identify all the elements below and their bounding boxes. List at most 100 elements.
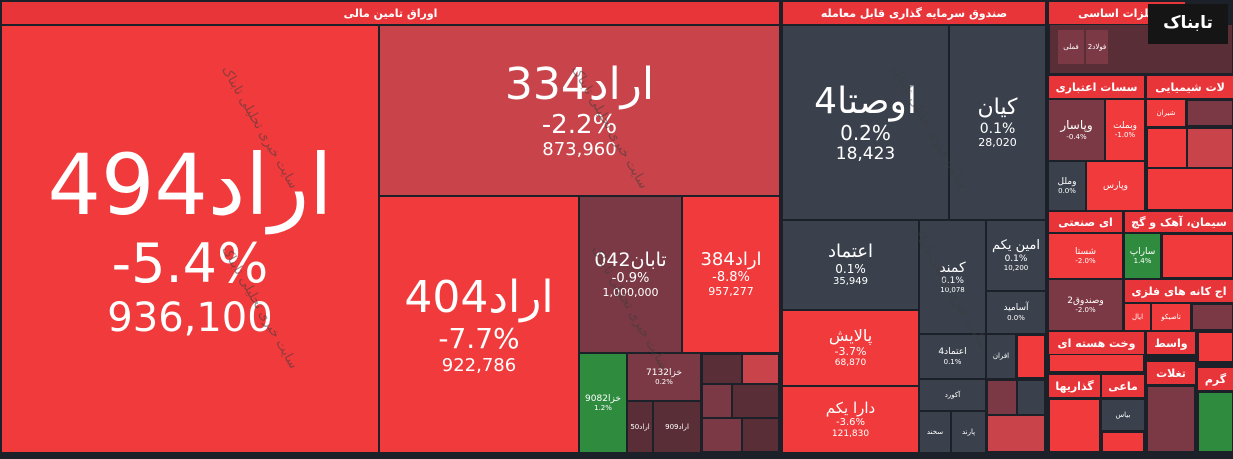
tile[interactable] [702, 418, 742, 452]
tile[interactable]: بیاس [1102, 400, 1144, 430]
tile[interactable]: اراد404 -7.7% 922,786 [380, 197, 578, 452]
tile[interactable]: وصندوق2 -2.0% [1049, 280, 1122, 330]
volume: 922,786 [441, 354, 517, 376]
tile[interactable] [1198, 392, 1233, 452]
tile[interactable] [1198, 332, 1233, 362]
tile[interactable]: کیان 0.1% 28,020 [950, 26, 1045, 219]
tile[interactable] [1102, 432, 1144, 452]
symbol: بیاس [1115, 410, 1131, 419]
tile[interactable] [1147, 386, 1195, 452]
sector-header[interactable]: گرم [1198, 368, 1233, 390]
tile[interactable]: ساراپ 1.4% [1125, 234, 1160, 278]
tile[interactable]: فولاد2 [1086, 30, 1108, 64]
sector-header[interactable]: واسط [1147, 332, 1195, 354]
sector-header[interactable]: ای صنعتی [1049, 212, 1122, 232]
tile[interactable] [1049, 399, 1100, 452]
tile[interactable]: پالایش -3.7% 68,870 [783, 311, 918, 385]
sector-header[interactable]: سیمان، آهک و گچ [1125, 212, 1233, 232]
sector-header[interactable]: تغلات [1147, 362, 1195, 384]
tile[interactable]: آسامید 0.0% [987, 292, 1045, 333]
tile[interactable]: وپارس [1087, 162, 1144, 210]
tile[interactable] [742, 418, 779, 452]
change: -5.4% [111, 232, 269, 296]
volume: 35,949 [833, 276, 868, 288]
sector-header[interactable]: لات شیمیایی [1147, 76, 1233, 98]
symbol: آسامید [1003, 303, 1029, 314]
tile[interactable]: دارا یکم -3.6% 121,830 [783, 387, 918, 452]
tile[interactable]: پارند [952, 412, 985, 452]
volume: 10,200 [1003, 264, 1029, 273]
tile[interactable]: اراد50 [628, 402, 652, 452]
tile[interactable]: اراد909 [654, 402, 700, 452]
symbol: اراد50 [630, 422, 650, 431]
symbol: کیان [977, 95, 1018, 121]
tile[interactable]: تابان042 -0.9% 1,000,000 [580, 197, 681, 352]
tile[interactable]: سخند [920, 412, 950, 452]
tile[interactable]: تاصیکو [1152, 304, 1190, 330]
symbol: وپاسار [1060, 118, 1093, 133]
tile[interactable] [1049, 354, 1144, 372]
symbol: اعتماد [827, 241, 874, 262]
sector-header[interactable]: گذاریها [1049, 375, 1100, 397]
tile[interactable] [702, 384, 732, 418]
tile[interactable]: خزا7132 0.2% [628, 354, 700, 400]
tile[interactable]: وپاسار -0.4% [1049, 100, 1104, 160]
change: -2.2% [541, 109, 618, 140]
tile[interactable] [742, 354, 779, 384]
tile[interactable]: وملل 0.0% [1049, 162, 1085, 210]
volume: 121,830 [831, 428, 870, 439]
change: -3.6% [836, 417, 866, 429]
tile[interactable]: امین یکم 0.1% 10,200 [987, 221, 1045, 290]
tile[interactable] [1017, 380, 1045, 415]
symbol: خزا7132 [646, 367, 682, 378]
tile[interactable]: اعتماد4 0.1% [920, 335, 985, 378]
tile[interactable] [1187, 100, 1233, 126]
tile[interactable] [1147, 168, 1233, 210]
tile[interactable]: اعتماد 0.1% 35,949 [783, 221, 918, 309]
symbol: فملی [1063, 42, 1079, 51]
symbol: سخند [926, 427, 944, 436]
sector-header[interactable]: سسات اعتباری [1049, 76, 1144, 98]
tile[interactable] [1017, 335, 1045, 378]
tile[interactable]: شستا -2.0% [1049, 234, 1122, 278]
tile[interactable]: اوصتا4 0.2% 18,423 [783, 26, 948, 219]
sector-header[interactable]: ماعی [1102, 375, 1144, 397]
tile[interactable] [1162, 234, 1233, 278]
change: 0.1% [1004, 253, 1028, 264]
change: -2.0% [1075, 257, 1096, 266]
tile[interactable]: افران [987, 335, 1015, 378]
symbol: آکورد [944, 390, 961, 399]
sector-header[interactable]: اوراق تامین مالی [2, 2, 779, 24]
tile[interactable] [1147, 128, 1187, 168]
tile[interactable]: اراد384 -8.8% 957,277 [683, 197, 779, 352]
tile[interactable] [987, 415, 1045, 452]
logo: تابناک [1148, 4, 1228, 44]
tile[interactable]: وبملت -1.0% [1106, 100, 1144, 160]
tile[interactable]: فملی [1058, 30, 1084, 64]
tile[interactable]: آکورد [920, 380, 985, 410]
tile[interactable]: شیران [1147, 100, 1185, 126]
symbol: وپارس [1103, 180, 1128, 191]
tile[interactable]: کمند 0.1% 10,078 [920, 221, 985, 333]
tile[interactable]: ایال [1125, 304, 1150, 330]
symbol: تابان042 [594, 248, 667, 271]
tile[interactable] [1192, 304, 1233, 330]
volume: 873,960 [542, 139, 617, 161]
tile[interactable] [1187, 128, 1233, 168]
tile[interactable] [732, 384, 779, 418]
tile[interactable]: خزا9082 1.2% [580, 354, 626, 452]
sector-header[interactable]: صندوق سرمایه گذاری قابل معامله [783, 2, 1045, 24]
tile[interactable]: اراد334 -2.2% 873,960 [380, 26, 779, 195]
sector-header[interactable]: اج کانه های فلزی [1125, 280, 1233, 302]
sector-header[interactable]: وخت هسته ای [1049, 332, 1144, 354]
symbol: کمند [939, 259, 966, 276]
tile[interactable]: اراد494 -5.4% 936,100 [2, 26, 378, 452]
symbol: ایال [1131, 312, 1144, 321]
tile[interactable] [702, 354, 742, 384]
symbol: افران [992, 352, 1010, 361]
change: 0.2% [840, 120, 891, 145]
change: 1.4% [1133, 257, 1152, 266]
tile[interactable] [987, 380, 1017, 415]
change: 0.1% [941, 275, 964, 286]
